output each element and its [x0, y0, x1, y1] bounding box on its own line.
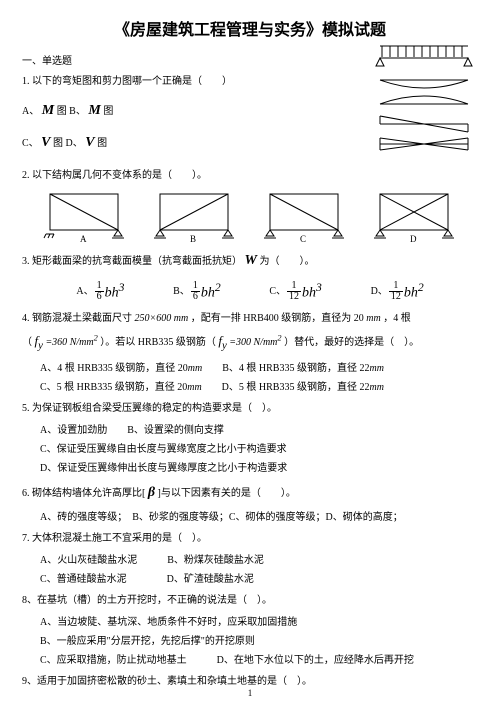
q8-b: B、一般应采用"分层开挖，先挖后撑"的开挖原则: [40, 632, 478, 651]
q4-eq1: =360: [45, 337, 67, 348]
q4-l1b: ，配有一排 HRB400 级钢筋，直径为 20: [191, 313, 364, 324]
beam-diagrams-svg: [358, 44, 478, 156]
q5-d: D、保证受压翼缘伸出长度与翼缘厚度之比小于构造要求: [40, 459, 478, 478]
q4-l1a: 4. 钢筋混凝土梁截面尺寸: [22, 313, 135, 324]
frame-b-label: B: [190, 234, 196, 244]
q1-m2: M: [88, 103, 100, 118]
q5-a: A、设置加劲肋 B、设置梁的侧向支撑: [40, 421, 478, 440]
q3-opt-b: B、 1 6 bh2: [173, 279, 221, 305]
q1-c-pre: C、: [22, 138, 39, 149]
q4-a-mm: mm: [188, 363, 202, 374]
frame-a: A: [40, 188, 130, 244]
q1-diagram: [358, 44, 478, 156]
q6-beta: β: [148, 485, 155, 500]
q8-opts: A、当边坡陡、基坑深、地质条件不好时，应采取加固措施 B、一般应采用"分层开挖，…: [40, 613, 478, 670]
q4-b-mm: mm: [369, 363, 383, 374]
q4-fy1: fy: [35, 333, 43, 348]
q4-l2b: ）。若以 HRB335 级钢筋（: [100, 337, 216, 348]
frac-b: 1 6: [191, 281, 200, 302]
page-title: 《房屋建筑工程管理与实务》模拟试题: [22, 18, 478, 44]
q3-opt-c: C、 1 12 bh3: [269, 279, 322, 305]
q3-opt-d: D、 1 12 bh2: [371, 279, 424, 305]
q4-a: A、4 根 HRB335 级钢筋，直径 20: [40, 363, 188, 374]
q1-c-mid: 图 D、: [53, 138, 83, 149]
q1-a-mid: 图 B、: [57, 106, 86, 117]
q5-opts: A、设置加劲肋 B、设置梁的侧向支撑 C、保证受压翼缘自由长度与翼缘宽度之比小于…: [40, 421, 478, 478]
q4-mm1: mm: [174, 313, 188, 324]
q4-b: B、4 根 HRB335 级钢筋，直径 22: [202, 363, 369, 374]
q3-w: W: [245, 253, 257, 268]
q7-stem: 7. 大体积混凝土施工不宜采用的是（ ）。: [22, 531, 478, 547]
q4-opts: A、4 根 HRB335 级钢筋，直径 20mm B、4 根 HRB335 级钢…: [40, 359, 478, 397]
q6-opts: A、砖的强度等级； B、砂浆的强度等级；C、砌体的强度等级；D、砌体的高度；: [40, 508, 478, 527]
q6-b: ]与以下因素有关的是（ ）。: [158, 488, 296, 499]
q6-a: 6. 砌体结构墙体允许高厚比[: [22, 488, 145, 499]
q4-dims: 250×600: [135, 313, 172, 324]
q4-d-mm: mm: [369, 382, 383, 393]
frac-d: 1 12: [389, 281, 403, 302]
frame-b: B: [150, 188, 240, 244]
q3-post: 为（ ）。: [259, 256, 314, 267]
q4-unit1: N/mm2: [70, 337, 98, 348]
q3-choices: A、 1 6 bh3 B、 1 6 bh2 C、 1 12 bh3 D、 1 1…: [52, 279, 448, 305]
frac-c-body: bh3: [302, 279, 322, 305]
q5-c: C、保证受压翼缘自由长度与翼缘宽度之比小于构造要求: [40, 440, 478, 459]
q4-mm2: mm: [366, 313, 380, 324]
q3-opt-a: A、 1 6 bh3: [76, 279, 124, 305]
q1-v1: V: [41, 135, 50, 150]
q1-m1: M: [42, 103, 54, 118]
q7-opts: A、火山灰硅酸盐水泥 B、粉煤灰硅酸盐水泥 C、普通硅酸盐水泥 D、矿渣硅酸盐水…: [40, 551, 478, 589]
frac-a-body: bh3: [105, 279, 125, 305]
q1-c-end: 图: [97, 138, 107, 149]
q2-stem: 2. 以下结构属几何不变体系的是（ ）。: [22, 168, 478, 184]
q4-l1c: ，4 根: [383, 313, 411, 324]
frame-a-label: A: [80, 234, 87, 244]
q1-a-pre: A、: [22, 106, 39, 117]
q3-a-label: A、: [76, 284, 93, 300]
q7-c: C、普通硅酸盐水泥 D、矿渣硅酸盐水泥: [40, 570, 478, 589]
frac-d-body: bh2: [404, 279, 424, 305]
q3-c-label: C、: [269, 284, 286, 300]
q4-c: C、5 根 HRB335 级钢筋，直径 20: [40, 382, 187, 393]
q4-eq2: =300: [229, 337, 251, 348]
frame-d: D: [370, 188, 460, 244]
frac-c: 1 12: [287, 281, 301, 302]
q4-line1: 4. 钢筋混凝土梁截面尺寸 250×600 mm ，配有一排 HRB400 级钢…: [22, 311, 478, 327]
q8-c: C、应采取措施，防止扰动地基土 D、在地下水位以下的土，应经降水后再开挖: [40, 651, 478, 670]
q4-l2a: （: [22, 337, 32, 348]
frac-a: 1 6: [95, 281, 104, 302]
q4-c-mm: mm: [187, 382, 201, 393]
q4-d: D、5 根 HRB335 级钢筋，直径 22: [202, 382, 370, 393]
q3-b-label: B、: [173, 284, 190, 300]
frame-c-label: C: [300, 234, 306, 244]
page-number: 1: [0, 686, 500, 700]
frac-d-den: 12: [389, 292, 403, 302]
q4-line2: （ fy =360 N/mm2 ）。若以 HRB335 级钢筋（ fy =300…: [22, 331, 478, 355]
q3-stem: 3. 矩形截面梁的抗弯截面模量（抗弯截面抵抗矩） W 为（ ）。: [22, 250, 478, 272]
frame-c: C: [260, 188, 350, 244]
q6-stem: 6. 砌体结构墙体允许高厚比[ β ]与以下因素有关的是（ ）。: [22, 482, 478, 504]
q8-a: A、当边坡陡、基坑深、地质条件不好时，应采取加固措施: [40, 613, 478, 632]
q3-d-label: D、: [371, 284, 388, 300]
frac-a-den: 6: [95, 292, 104, 302]
frame-d-label: D: [410, 234, 417, 244]
frac-b-body: bh2: [201, 279, 221, 305]
frac-b-den: 6: [191, 292, 200, 302]
q4-l2c: ）替代，最好的选择是（ ）。: [284, 337, 419, 348]
q4-fy2: fy: [218, 333, 226, 348]
q8-stem: 8、在基坑（槽）的土方开挖时，不正确的说法是（ ）。: [22, 593, 478, 609]
q2-diagrams: A B C D: [22, 188, 478, 244]
q1-a-end: 图: [103, 106, 113, 117]
q1-v2: V: [85, 135, 94, 150]
q3-pre: 3. 矩形截面梁的抗弯截面模量（抗弯截面抵抗矩）: [22, 256, 242, 267]
q7-a: A、火山灰硅酸盐水泥 B、粉煤灰硅酸盐水泥: [40, 551, 478, 570]
q4-unit2: N/mm2: [254, 337, 282, 348]
frac-c-den: 12: [287, 292, 301, 302]
q5-stem: 5. 为保证钢板组合梁受压翼缘的稳定的构造要求是（ ）。: [22, 401, 478, 417]
